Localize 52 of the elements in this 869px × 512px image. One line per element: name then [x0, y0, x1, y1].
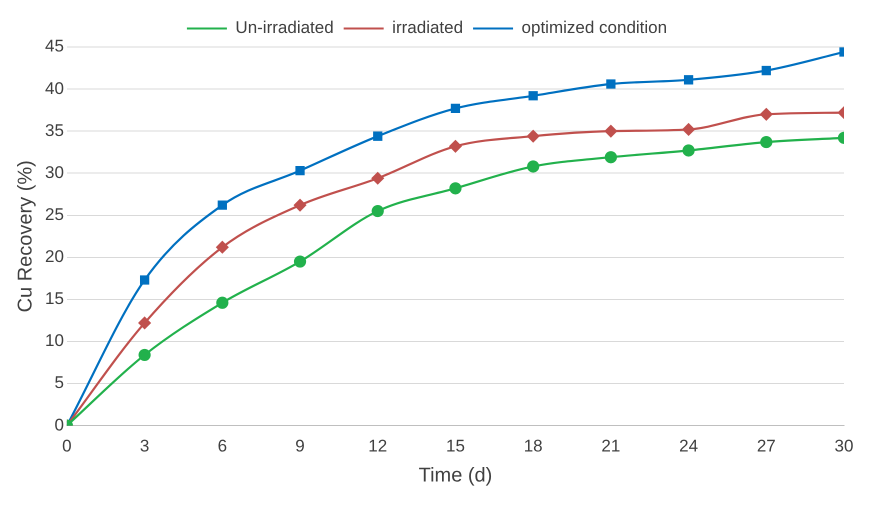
x-tick-label: 12	[368, 436, 388, 456]
legend-label: Un-irradiated	[235, 18, 334, 38]
y-tick-label: 5	[54, 373, 64, 392]
point	[760, 108, 772, 120]
y-tick-label: 40	[44, 78, 64, 98]
y-tick-label: 0	[54, 415, 64, 434]
point	[218, 200, 227, 210]
x-tick-label: 27	[756, 436, 776, 456]
x-axis-title: Time (d)	[418, 464, 492, 487]
x-tick-label: 6	[218, 436, 228, 456]
point	[606, 79, 616, 89]
point	[762, 66, 771, 76]
legend-label: optimized condition	[522, 18, 668, 38]
point	[372, 172, 384, 184]
y-tick-label: 25	[44, 204, 64, 224]
y-axis-title: Cu Recovery (%)	[14, 160, 37, 312]
point	[604, 151, 617, 164]
point	[294, 199, 306, 212]
x-tick-label: 15	[446, 436, 465, 456]
point	[216, 241, 228, 254]
point	[528, 91, 538, 100]
point	[682, 144, 695, 157]
legend-label: irradiated	[392, 18, 464, 38]
point	[138, 316, 151, 330]
point	[449, 182, 462, 194]
point	[138, 348, 151, 362]
x-tick-label: 18	[524, 436, 543, 456]
y-tick-label: 45	[44, 36, 64, 56]
x-tick-label: 21	[601, 436, 620, 456]
x-tick-label: 24	[679, 436, 698, 456]
point	[450, 104, 460, 114]
point	[140, 275, 150, 285]
point	[760, 136, 772, 148]
point	[684, 75, 694, 84]
point	[373, 132, 382, 141]
x-tick-label: 9	[295, 436, 305, 456]
x-tick-label: 30	[834, 436, 854, 456]
point	[449, 140, 462, 152]
point	[295, 166, 305, 176]
point	[527, 130, 540, 142]
y-tick-label: 35	[44, 120, 64, 140]
point	[216, 296, 228, 309]
y-tick-label: 10	[44, 331, 64, 350]
point	[604, 125, 617, 138]
x-tick-label: 3	[140, 436, 150, 456]
point	[527, 160, 540, 173]
y-tick-label: 15	[44, 289, 64, 308]
point	[294, 255, 306, 268]
point	[372, 204, 384, 218]
y-tick-label: 20	[44, 247, 64, 266]
y-tick-label: 30	[44, 162, 64, 182]
point	[682, 123, 695, 136]
